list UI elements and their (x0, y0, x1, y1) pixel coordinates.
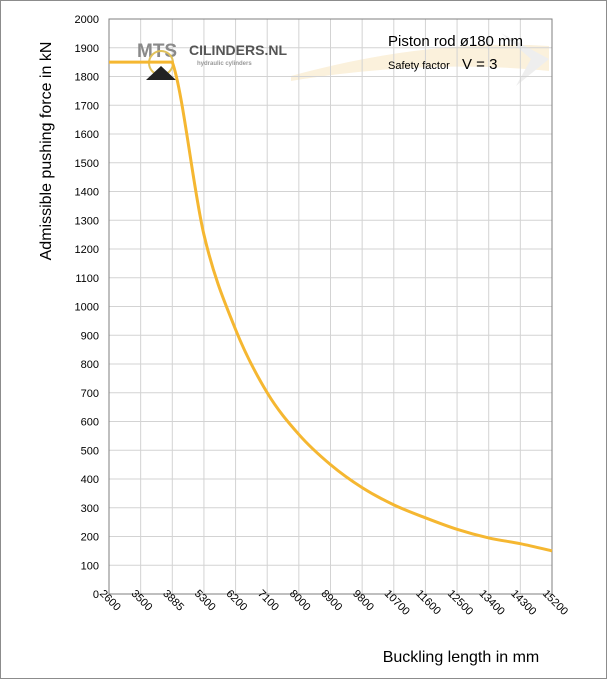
x-tick-label-11600: 11600 (413, 588, 443, 618)
x-tick-label-7100: 7100 (255, 588, 281, 614)
x-tick-label-3500: 3500 (129, 588, 155, 614)
y-tick-label-700: 700 (81, 388, 99, 400)
x-tick-label-2600: 2600 (97, 588, 123, 614)
y-tick-labels: 0100200300400500600700800900100011001200… (75, 14, 99, 601)
x-tick-label-12500: 12500 (445, 588, 475, 618)
y-tick-label-200: 200 (81, 532, 99, 544)
y-tick-label-1300: 1300 (75, 215, 99, 227)
x-tick-label-15200: 15200 (540, 588, 570, 618)
y-tick-label-1600: 1600 (75, 129, 99, 141)
y-tick-label-1000: 1000 (75, 302, 99, 314)
x-axis-title: Buckling length in mm (383, 649, 540, 666)
x-tick-label-5300: 5300 (192, 588, 218, 614)
y-tick-label-1400: 1400 (75, 187, 99, 199)
x-tick-label-8900: 8900 (318, 588, 344, 614)
y-tick-label-1500: 1500 (75, 158, 99, 170)
x-tick-label-13400: 13400 (477, 588, 507, 618)
x-tick-label-6200: 6200 (224, 588, 250, 614)
x-tick-label-3885: 3885 (160, 588, 186, 614)
y-tick-label-300: 300 (81, 503, 99, 515)
x-tick-label-14300: 14300 (508, 588, 538, 618)
x-tick-label-9800: 9800 (350, 588, 376, 614)
y-tick-label-1800: 1800 (75, 72, 99, 84)
safety-factor-value: V = 3 (462, 56, 497, 73)
safety-factor-label: Safety factor (388, 60, 450, 72)
y-tick-label-1700: 1700 (75, 100, 99, 112)
y-tick-label-1900: 1900 (75, 43, 99, 55)
y-tick-label-1200: 1200 (75, 244, 99, 256)
x-tick-label-8000: 8000 (287, 588, 313, 614)
logo-tagline: hydraulic cylinders (197, 61, 252, 67)
y-axis-title: Admissible pushing force in kN (38, 42, 55, 261)
y-tick-label-1100: 1100 (75, 273, 99, 285)
y-tick-label-800: 800 (81, 359, 99, 371)
logo-cilinders-text: CILINDERS.NL (189, 42, 287, 58)
y-tick-label-2000: 2000 (75, 14, 99, 26)
y-tick-label-500: 500 (81, 445, 99, 457)
piston-rod-annotation: Piston rod ø180 mm (388, 33, 523, 50)
x-tick-label-10700: 10700 (382, 588, 412, 618)
y-tick-label-400: 400 (81, 474, 99, 486)
y-tick-label-600: 600 (81, 417, 99, 429)
y-tick-label-100: 100 (81, 560, 99, 572)
y-tick-label-900: 900 (81, 330, 99, 342)
